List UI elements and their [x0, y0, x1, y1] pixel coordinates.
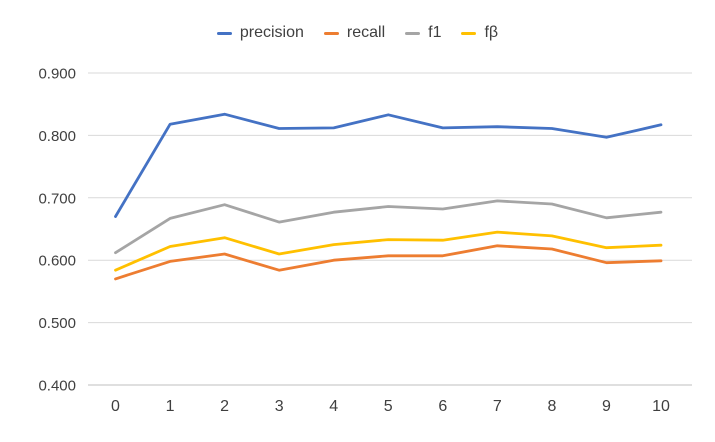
chart-legend: precision recall f1 fβ	[0, 22, 715, 44]
legend-label-recall: recall	[346, 24, 386, 41]
legend-item-precision: precision	[216, 24, 304, 42]
series-line-precision	[114, 112, 663, 218]
legend-label-f1: f1	[428, 24, 442, 41]
legend-item-fbeta: fβ	[461, 24, 498, 42]
data-series-lines	[114, 112, 663, 281]
x-tick-label: 4	[329, 398, 338, 415]
y-tick-label: 0.400	[38, 378, 76, 395]
legend-item-recall: recall	[323, 24, 386, 42]
legend-label-precision: precision	[239, 24, 304, 41]
legend-marker-recall-icon	[323, 31, 339, 35]
x-tick-label: 9	[602, 398, 611, 415]
y-tick-label: 0.800	[38, 128, 76, 145]
y-tick-label: 0.900	[38, 66, 76, 83]
x-tick-label: 2	[220, 398, 229, 415]
x-axis-tick-labels: 0 1 2 3 4 5 6 7 8 9 10	[111, 398, 670, 415]
series-line-f1	[114, 199, 663, 255]
legend-label-fbeta: fβ	[484, 24, 499, 41]
y-axis-tick-labels: 0.900 0.800 0.700 0.600 0.500 0.400	[38, 66, 76, 395]
y-tick-label: 0.700	[38, 190, 76, 207]
x-tick-label: 5	[384, 398, 393, 415]
x-tick-label: 10	[652, 398, 670, 415]
x-tick-label: 8	[547, 398, 556, 415]
x-tick-label: 6	[438, 398, 447, 415]
y-tick-label: 0.600	[38, 253, 76, 270]
gridlines	[88, 72, 692, 386]
legend-item-f1: f1	[405, 24, 441, 42]
x-tick-label: 0	[111, 398, 120, 415]
x-tick-label: 7	[493, 398, 502, 415]
series-line-fβ	[114, 230, 663, 272]
legend-marker-fbeta-icon	[461, 31, 477, 35]
legend-marker-f1-icon	[405, 31, 421, 35]
x-tick-label: 3	[275, 398, 284, 415]
series-line-recall	[114, 244, 663, 281]
y-tick-label: 0.500	[38, 315, 76, 332]
x-tick-label: 1	[166, 398, 175, 415]
legend-marker-precision-icon	[216, 31, 232, 35]
